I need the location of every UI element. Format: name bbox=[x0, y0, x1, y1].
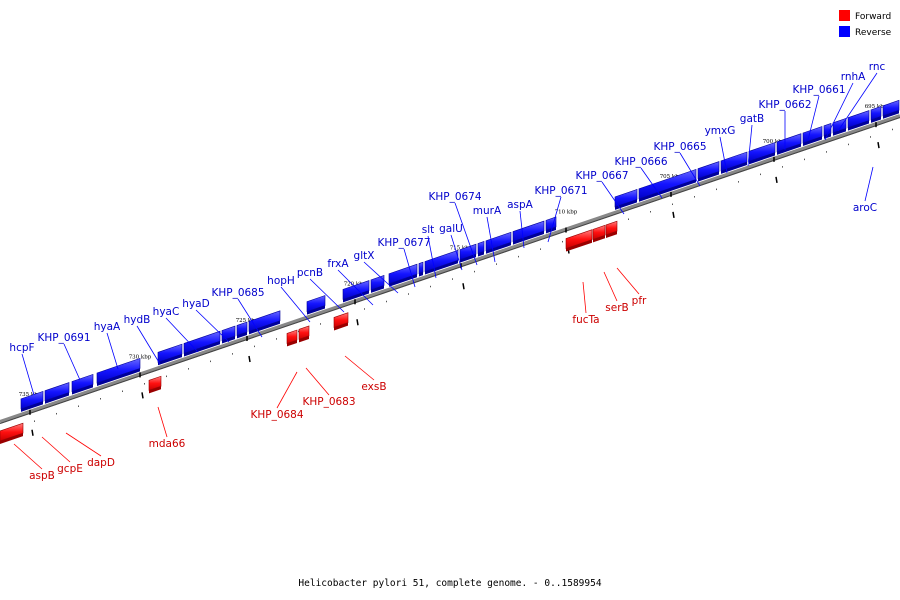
gene-reverse[interactable] bbox=[248, 310, 281, 335]
gene-label-reverse[interactable]: rnc bbox=[869, 61, 886, 73]
gene-label-reverse[interactable]: gatB bbox=[740, 113, 764, 125]
gene-label-reverse[interactable]: hopH bbox=[267, 275, 295, 287]
gene-features[interactable] bbox=[0, 99, 900, 444]
gene-reverse[interactable] bbox=[342, 280, 370, 303]
gene-label-reverse[interactable]: rnhA bbox=[841, 71, 866, 83]
gene-label-reverse[interactable]: ymxG bbox=[705, 125, 736, 137]
gene-reverse[interactable] bbox=[157, 343, 183, 366]
gene-reverse[interactable] bbox=[614, 189, 638, 210]
gene-reverse[interactable] bbox=[832, 117, 847, 136]
gene-label-reverse[interactable]: hydB bbox=[124, 314, 151, 326]
scale-tick-label: 735 kbp bbox=[19, 392, 42, 398]
gene-forward[interactable] bbox=[605, 220, 618, 238]
gene-label-reverse[interactable]: KHP_0674 bbox=[428, 191, 481, 203]
gene-forward[interactable] bbox=[148, 375, 162, 394]
gene-forward[interactable] bbox=[286, 329, 298, 347]
gene-label-reverse[interactable]: KHP_0677 bbox=[377, 237, 430, 249]
gene-label-reverse[interactable]: galU bbox=[439, 223, 463, 235]
gene-label-forward[interactable]: aspB bbox=[29, 470, 55, 482]
gene-reverse[interactable] bbox=[418, 261, 424, 277]
gene-forward[interactable] bbox=[298, 325, 310, 343]
gene-label-reverse[interactable]: KHP_0691 bbox=[37, 332, 90, 344]
scale-tick-label: 695 kbp bbox=[865, 104, 888, 110]
gene-reverse[interactable] bbox=[697, 161, 720, 182]
gene-label-forward[interactable]: mda66 bbox=[149, 438, 186, 450]
scale-tick-label: 710 kbp bbox=[555, 210, 578, 216]
gene-reverse[interactable] bbox=[424, 249, 459, 275]
gene-label-reverse[interactable]: hcpF bbox=[9, 342, 34, 354]
legend-swatch bbox=[839, 26, 850, 37]
gene-reverse[interactable] bbox=[183, 330, 221, 357]
genome-title: Helicobacter pylori 51, complete genome.… bbox=[298, 578, 602, 589]
gene-label-reverse[interactable]: KHP_0685 bbox=[211, 287, 264, 299]
gene-reverse[interactable] bbox=[720, 151, 748, 174]
gene-label-forward[interactable]: exsB bbox=[361, 381, 386, 393]
gene-reverse[interactable] bbox=[96, 357, 141, 387]
gene-label-reverse[interactable]: KHP_0662 bbox=[758, 99, 811, 111]
gene-forward[interactable] bbox=[333, 312, 349, 331]
gene-reverse[interactable] bbox=[44, 382, 70, 404]
gene-label-forward[interactable]: pfr bbox=[632, 295, 647, 307]
gene-label-reverse[interactable]: KHP_0671 bbox=[534, 185, 587, 197]
gene-label-reverse[interactable]: hyaA bbox=[94, 321, 121, 333]
gene-forward[interactable] bbox=[0, 422, 24, 444]
gene-reverse[interactable] bbox=[776, 133, 802, 155]
gene-label-reverse[interactable]: pcnB bbox=[297, 267, 323, 279]
gene-label-forward[interactable]: serB bbox=[605, 302, 628, 314]
gene-label-reverse[interactable]: KHP_0667 bbox=[575, 170, 628, 182]
gene-label-reverse[interactable]: hyaD bbox=[182, 298, 209, 310]
gene-reverse[interactable] bbox=[870, 106, 882, 123]
gene-reverse[interactable] bbox=[370, 275, 385, 293]
gene-forward[interactable] bbox=[565, 229, 593, 252]
gene-label-reverse[interactable]: aroC bbox=[853, 202, 877, 214]
gene-label-reverse[interactable]: murA bbox=[473, 205, 502, 217]
gene-reverse[interactable] bbox=[545, 216, 557, 234]
gene-reverse[interactable] bbox=[802, 126, 823, 146]
scale-dots bbox=[12, 128, 893, 430]
gene-forward[interactable] bbox=[592, 224, 606, 243]
scale-tick-label: 700 kbp bbox=[763, 139, 786, 145]
gene-label-forward[interactable]: dapD bbox=[87, 457, 115, 469]
gene-reverse[interactable] bbox=[823, 123, 832, 139]
gene-label-forward[interactable]: gcpE bbox=[57, 463, 83, 475]
scale-tick-label: 725 kbp bbox=[236, 318, 259, 324]
legend-label: Forward bbox=[855, 12, 891, 22]
legend: Forward Reverse bbox=[839, 10, 892, 38]
genome-backbone bbox=[0, 114, 900, 424]
gene-reverse[interactable] bbox=[512, 220, 545, 245]
gene-label-forward[interactable]: KHP_0684 bbox=[250, 409, 303, 421]
gene-reverse[interactable] bbox=[882, 99, 900, 119]
scale-tick-label: 720 kbp bbox=[344, 281, 367, 287]
gene-reverse[interactable] bbox=[71, 373, 94, 395]
gene-label-forward[interactable]: KHP_0683 bbox=[302, 396, 355, 408]
gene-reverse[interactable] bbox=[847, 110, 870, 131]
gene-label-reverse[interactable]: slt bbox=[422, 224, 435, 236]
gene-label-reverse[interactable]: KHP_0665 bbox=[653, 141, 706, 153]
gene-reverse[interactable] bbox=[221, 325, 236, 344]
gene-label-reverse[interactable]: hyaC bbox=[153, 306, 180, 318]
gene-reverse[interactable] bbox=[306, 295, 326, 315]
scale-ticks: 735 kbp 730 kbp 725 kbp 720 kbp 715 kbp 710 k… bbox=[19, 104, 888, 436]
scale-tick-label: 730 kbp bbox=[129, 354, 152, 360]
gene-reverse[interactable] bbox=[20, 390, 44, 412]
gene-label-forward[interactable]: fucTa bbox=[572, 314, 599, 326]
gene-label-reverse[interactable]: frxA bbox=[327, 258, 349, 270]
legend-label: Reverse bbox=[855, 28, 892, 38]
gene-label-reverse[interactable]: aspA bbox=[507, 199, 534, 211]
gene-label-reverse[interactable]: gltX bbox=[354, 250, 375, 262]
legend-swatch bbox=[839, 10, 850, 21]
gene-label-reverse[interactable]: KHP_0666 bbox=[614, 156, 667, 168]
scale-tick-label: 715 kbp bbox=[450, 245, 473, 251]
gene-reverse[interactable] bbox=[477, 241, 485, 257]
gene-reverse[interactable] bbox=[236, 321, 248, 339]
scale-tick-label: 705 kbp bbox=[660, 174, 683, 180]
gene-label-reverse[interactable]: KHP_0661 bbox=[792, 84, 845, 96]
